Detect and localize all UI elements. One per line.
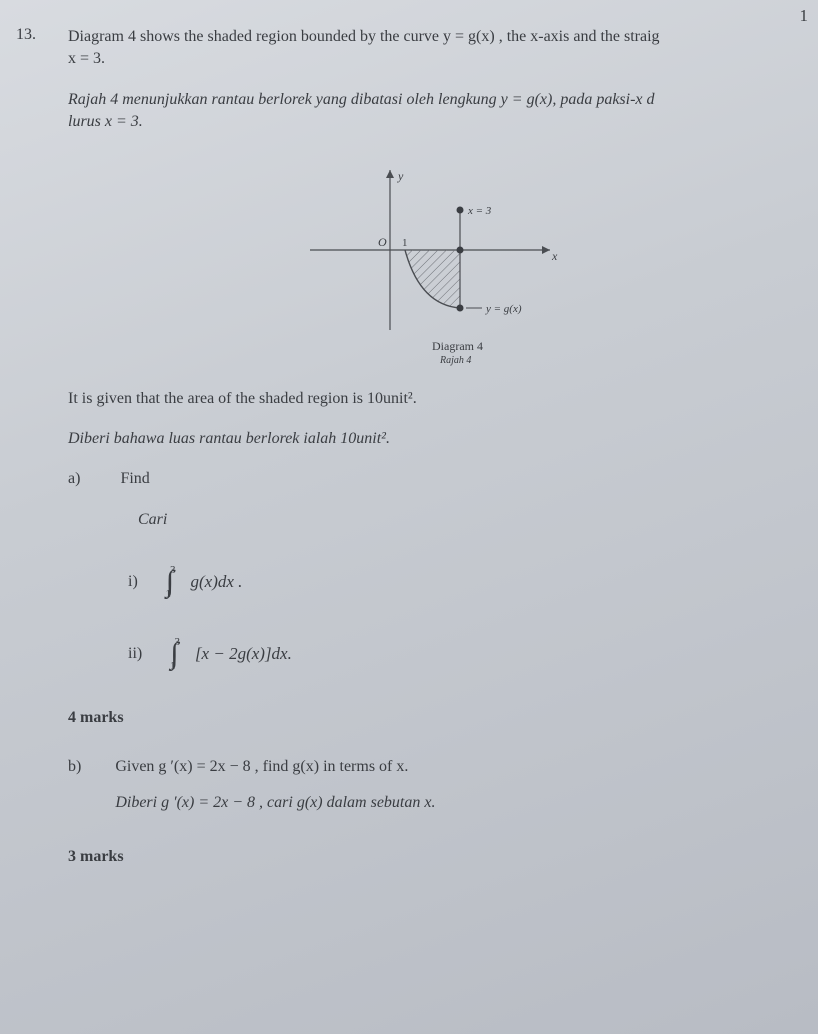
part-a: a) Find [68,468,792,490]
intro-ms-line2: lurus x = 3. [68,113,143,130]
item-i-label: i) [128,571,138,593]
part-b: b) Given g ′(x) = 2x − 8 , find g(x) in … [68,756,792,815]
diagram-4: y x O 1 x = 3 y = g(x) Diagram 4 Rajah 4 [68,160,792,370]
item-ii-math: [x − 2g(x)]dx. [195,644,292,663]
part-b-label: b) [68,756,81,815]
intro-malay: Rajah 4 menunjukkan rantau berlorek yang… [68,89,792,134]
item-i-math: g(x)dx . [191,572,243,591]
shaded-region [405,250,460,308]
int-upper-i: 3 [170,564,176,576]
x-arrow-icon [542,246,550,254]
intro-en-line2: x = 3. [68,50,105,67]
diagram-svg: y x O 1 x = 3 y = g(x) Diagram 4 Rajah 4 [290,160,570,370]
origin-label: O [378,235,387,249]
int-upper-ii: 3 [174,636,180,648]
y-arrow-icon [386,170,394,178]
int-lower-ii: 1 [170,660,176,672]
dot-top-icon [457,206,464,213]
intro-en-line1: Diagram 4 shows the shaded region bounde… [68,28,660,45]
intro-ms-line1: Rajah 4 menunjukkan rantau berlorek yang… [68,91,655,108]
given-malay: Diberi bahawa luas rantau berlorek ialah… [68,428,792,450]
find-en: Find [120,468,149,490]
vline-label: x = 3 [467,205,492,217]
part-b-ms: Diberi g ′(x) = 2x − 8 , cari g(x) dalam… [115,792,435,814]
dot-axis-icon [457,246,464,253]
dot-bottom-icon [457,304,464,311]
part-a-label: a) [68,468,80,490]
given-english: It is given that the area of the shaded … [68,388,792,410]
marks-4: 4 marks [68,707,792,729]
part-b-text: Given g ′(x) = 2x − 8 , find g(x) in ter… [115,756,435,815]
item-i: i) ∫31 g(x)dx . [128,561,792,603]
diagram-caption-en: Diagram 4 [432,339,483,353]
y-label: y [397,169,404,183]
item-ii-integral: ∫31 [x − 2g(x)]dx. [170,633,292,675]
question-number: 13. [16,26,36,44]
question-body: Diagram 4 shows the shaded region bounde… [68,26,792,869]
item-ii-label: ii) [128,643,142,665]
one-label: 1 [402,237,408,249]
curve-label: y = g(x) [485,303,522,315]
intro-english: Diagram 4 shows the shaded region bounde… [68,26,792,71]
int-lower-i: 1 [166,588,172,600]
item-i-integral: ∫31 g(x)dx . [166,561,243,603]
diagram-caption-ms: Rajah 4 [439,355,471,366]
marks-3: 3 marks [68,846,792,868]
x-label: x [551,249,558,263]
page-number: 1 [800,6,809,26]
part-b-en: Given g ′(x) = 2x − 8 , find g(x) in ter… [115,758,408,775]
find-ms: Cari [138,509,792,531]
item-ii: ii) ∫31 [x − 2g(x)]dx. [128,633,792,675]
